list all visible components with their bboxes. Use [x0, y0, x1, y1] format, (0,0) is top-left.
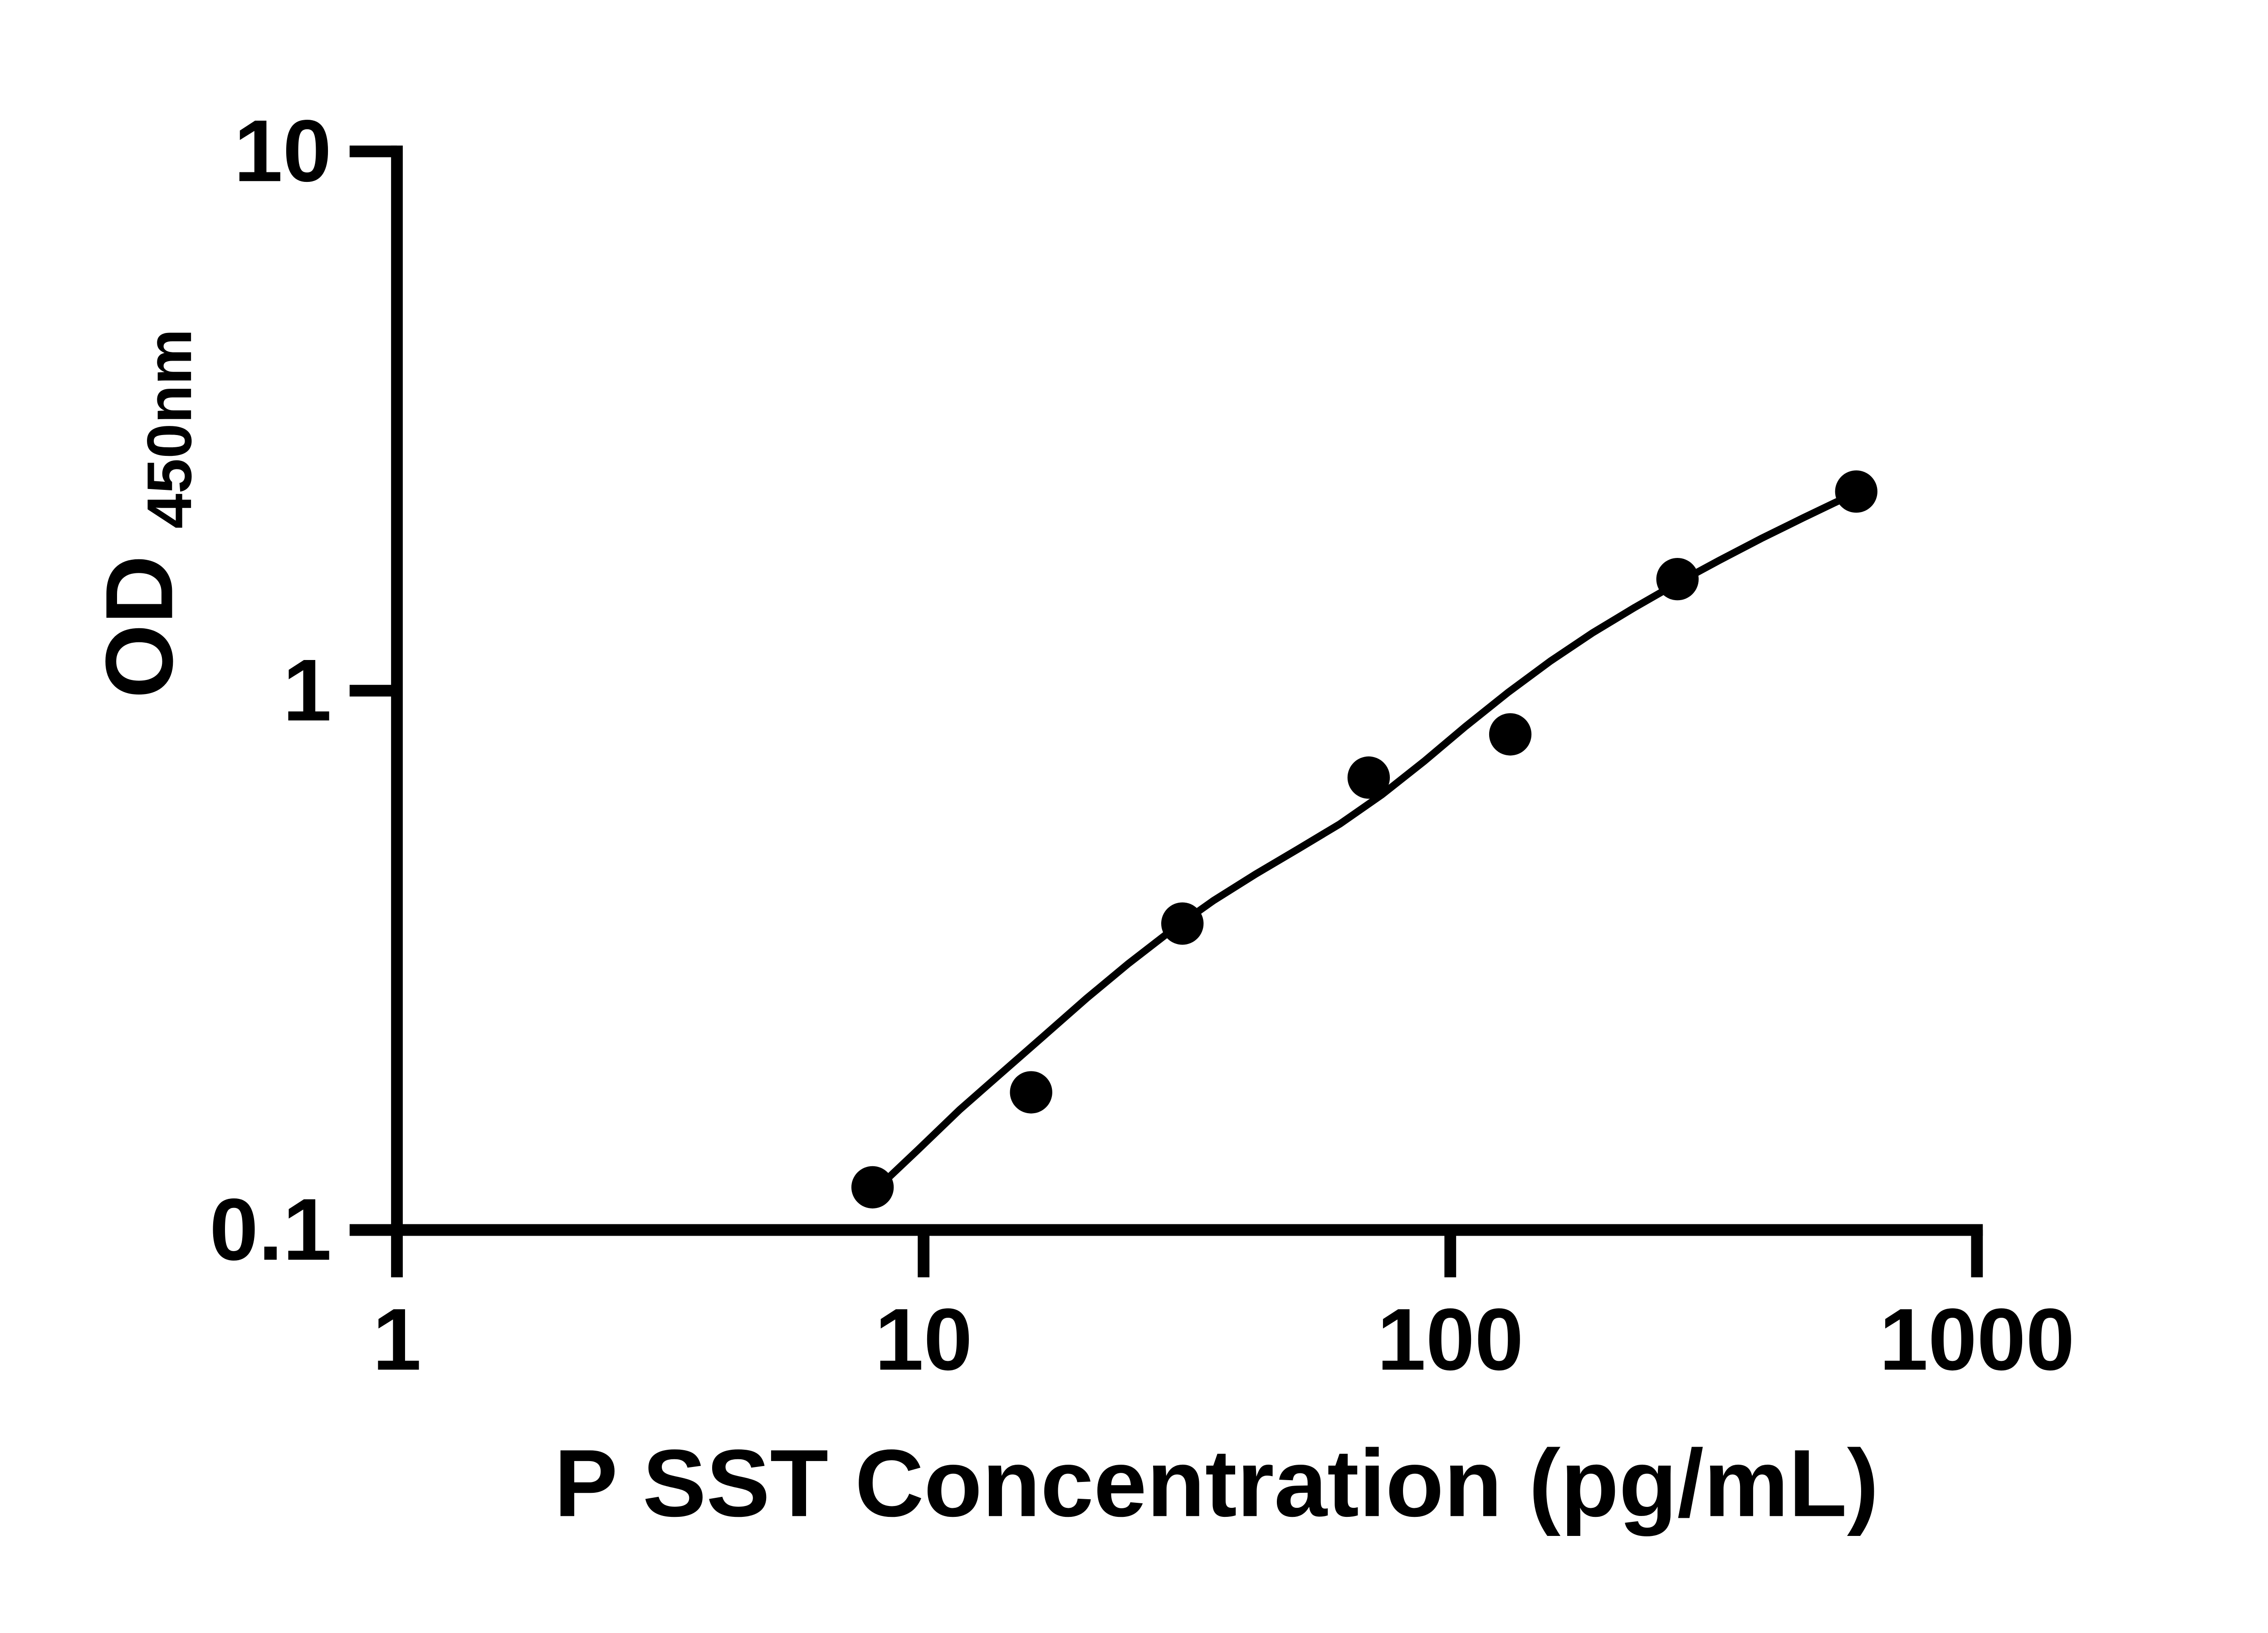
data-point-marker [1835, 470, 1877, 513]
data-point-marker [1489, 713, 1532, 756]
x-tick-label: 100 [1377, 1291, 1524, 1389]
x-axis-title: P SST Concentration (pg/mL) [554, 1429, 1879, 1536]
x-tick-label: 1000 [1879, 1291, 2075, 1389]
data-point-marker [1656, 558, 1699, 601]
y-axis-title-main: OD [85, 555, 192, 699]
data-points [851, 470, 1877, 1209]
y-tick-label: 1 [283, 641, 332, 739]
fit-curve [874, 489, 1858, 1192]
y-axis-title-subscript: 450nm [134, 329, 205, 529]
axis-ticks [349, 145, 1983, 1277]
data-point-marker [1347, 756, 1390, 799]
x-tick-label: 10 [875, 1291, 972, 1389]
x-tick-label: 1 [372, 1291, 421, 1389]
fit-curve-line [874, 489, 1858, 1192]
axis-tick-labels: 1 10 100 1000 0.1 1 10 [210, 102, 2075, 1389]
y-tick-label: 10 [234, 102, 332, 200]
data-point-marker [1161, 902, 1204, 945]
axes [391, 145, 1983, 1236]
data-point-marker [1010, 1071, 1052, 1114]
y-tick-label: 0.1 [210, 1181, 332, 1279]
data-point-marker [851, 1166, 894, 1209]
y-axis-title: OD 450nm [85, 329, 205, 699]
